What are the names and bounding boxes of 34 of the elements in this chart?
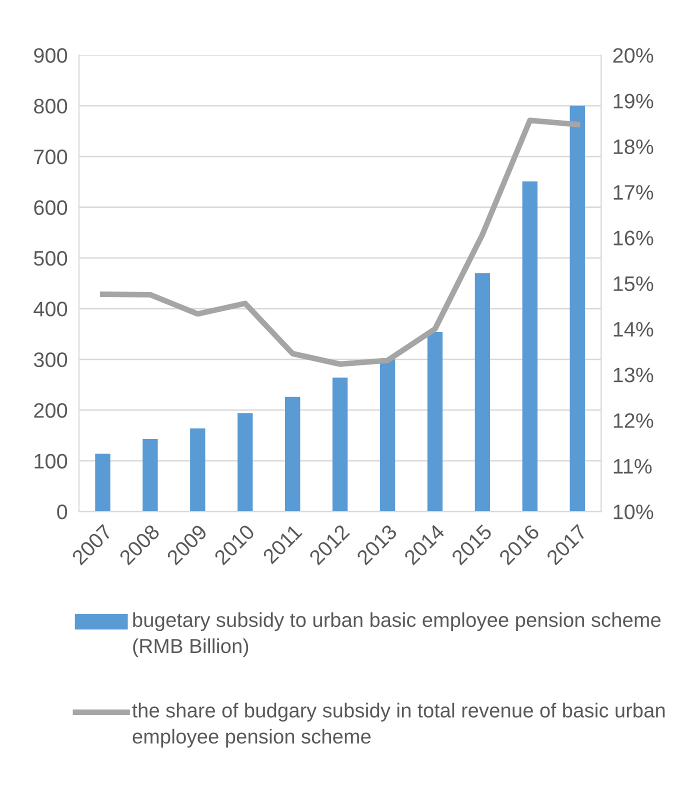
y2-tick-label: 11% — [614, 458, 652, 474]
y2-tick-label: 14% — [614, 322, 654, 337]
y2-tick-label: 17% — [614, 185, 654, 200]
y-tick-label: 300 — [34, 352, 68, 368]
y2-tick-label: 15% — [614, 276, 654, 292]
bar — [380, 359, 396, 512]
y-tick-label: 900 — [34, 48, 68, 63]
y-tick-label: 200 — [34, 403, 68, 418]
y-tick-label: 100 — [34, 454, 68, 469]
y-tick-label: 700 — [34, 150, 68, 164]
bar — [190, 428, 206, 512]
bar — [332, 378, 348, 512]
y2-tick-label: 20% — [613, 48, 654, 63]
y2-tick-label: 10% — [614, 504, 654, 520]
y2-tick-label: 13% — [614, 368, 654, 382]
bar — [285, 396, 300, 512]
y-tick-label: 600 — [34, 200, 68, 215]
bar — [238, 413, 253, 512]
bar — [427, 332, 443, 512]
y2-tick-label: 12% — [614, 413, 654, 428]
bar — [95, 454, 110, 512]
legend-label: the share of budgary subsidy in total revenue of basic urban employee pension scheme — [132, 702, 665, 748]
bar — [474, 273, 490, 512]
bar — [522, 181, 538, 512]
y2-tick-label: 18% — [614, 139, 654, 154]
y2-tick-label: 19% — [614, 94, 654, 108]
y2-tick-label: 16% — [614, 230, 654, 246]
y-tick-label: 800 — [34, 98, 68, 114]
y-tick-label: 0 — [57, 504, 68, 520]
legend-label: bugetary subsidy to urban basic employee pension scheme (RMB Billion) — [133, 612, 661, 658]
y-tick-label: 500 — [34, 250, 68, 266]
bar — [570, 106, 585, 512]
bar — [142, 439, 158, 512]
y-tick-label: 400 — [34, 302, 68, 316]
